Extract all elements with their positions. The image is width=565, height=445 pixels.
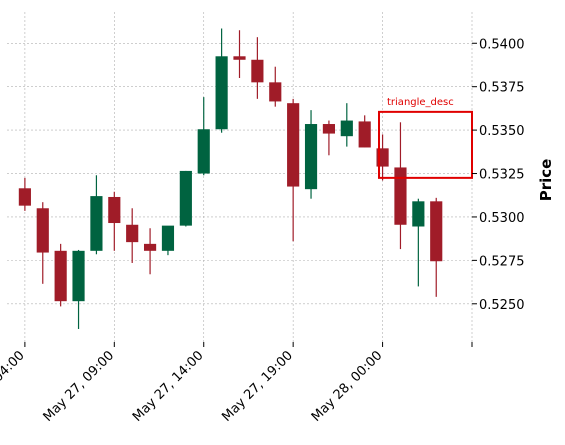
candle-body [143, 243, 157, 251]
annotation-layer: triangle_desc [378, 97, 473, 179]
candle-body [322, 124, 336, 134]
y-tick-label: 0.5300 [479, 211, 525, 226]
candle [179, 170, 192, 227]
candle-body [18, 188, 31, 206]
candle-body [72, 250, 85, 302]
candle-body [287, 103, 300, 187]
candle-body [251, 59, 264, 83]
pattern-annotation-label: triangle_desc [387, 97, 454, 108]
candle-body [269, 82, 282, 102]
candle [304, 110, 318, 199]
candle [108, 191, 121, 251]
x-tick-label: May 28, 00:00 [309, 348, 386, 425]
axis-layer: 0.5250 0.5275 0.5300 0.5325 0.5350 0.5375 0.54… [0, 37, 525, 425]
candle-body [412, 201, 425, 227]
candle-body [197, 129, 210, 174]
candle [251, 37, 264, 99]
candle-body [340, 120, 353, 137]
candle [358, 115, 371, 148]
candle [197, 97, 210, 176]
candle [340, 103, 353, 147]
candle [36, 202, 49, 284]
candle-body [90, 196, 103, 251]
candle-body [304, 124, 318, 190]
y-tick-label: 0.5325 [479, 168, 525, 183]
y-tick-label: 0.5250 [479, 298, 525, 313]
candle-body [161, 225, 175, 251]
candle [412, 198, 425, 287]
candle-body [126, 224, 139, 243]
candle [287, 98, 300, 242]
candle [90, 175, 103, 255]
candle [72, 249, 85, 329]
candle-body [215, 56, 228, 130]
x-tick-label: May 27, 19:00 [219, 348, 296, 425]
x-tick-label: May 27, 09:00 [41, 348, 118, 425]
candle-body [394, 167, 407, 225]
candle-body [430, 201, 443, 262]
y-tick-label: 0.5350 [479, 124, 525, 139]
pattern-annotation-box [378, 110, 473, 179]
candle-body [179, 170, 192, 226]
candle [18, 177, 31, 211]
candle [161, 225, 175, 256]
candle [143, 228, 157, 275]
candle-body [233, 56, 246, 60]
candle [54, 243, 67, 307]
candle [430, 197, 443, 297]
candle [269, 66, 282, 107]
candle [215, 28, 228, 133]
candle [322, 120, 336, 156]
candles-layer [18, 28, 443, 329]
candle-body [108, 196, 121, 224]
candle [126, 208, 139, 263]
candle [233, 30, 246, 78]
x-tick-label: May 27, 04:00 [0, 348, 28, 425]
candle [394, 122, 407, 250]
x-tick-label: May 27, 14:00 [130, 348, 207, 425]
y-tick-label: 0.5375 [479, 81, 525, 96]
candle-body [358, 121, 371, 148]
candle-body [36, 208, 49, 253]
y-tick-label: 0.5275 [479, 254, 525, 269]
y-tick-label: 0.5400 [479, 37, 525, 52]
candle-body [54, 250, 67, 302]
y-axis-label: Price [537, 159, 555, 202]
